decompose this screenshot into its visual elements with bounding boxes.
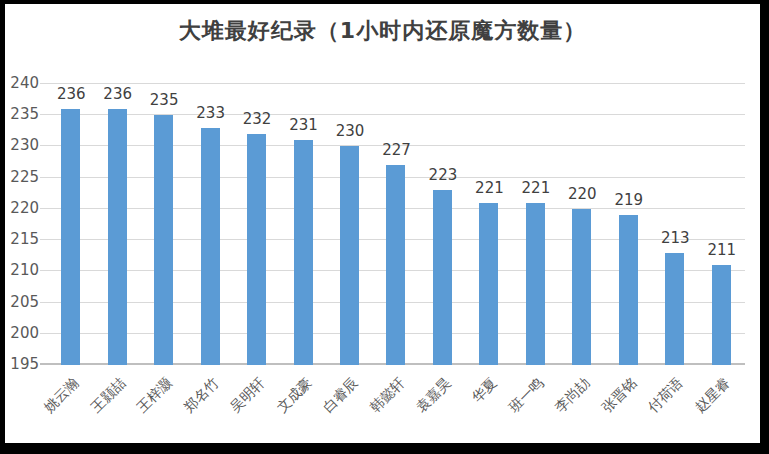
- bar-slot: 235: [141, 84, 187, 365]
- x-tick-label: 赵星睿: [692, 375, 732, 415]
- bar-白睿辰: [340, 146, 359, 365]
- x-tick-label: 王梓灏: [134, 375, 174, 415]
- y-tick-label: 215: [5, 232, 39, 247]
- x-tick-label: 姚云瀚: [42, 375, 82, 415]
- bar-slot: 231: [280, 84, 326, 365]
- y-tick-label: 200: [5, 326, 39, 341]
- x-tick-label: 张晋铭: [599, 375, 639, 415]
- value-label: 221: [475, 181, 504, 196]
- value-label: 236: [57, 87, 86, 102]
- bar-赵星睿: [712, 265, 731, 365]
- bar-姚云瀚: [61, 109, 80, 365]
- x-tick-label: 韩懿轩: [367, 375, 407, 415]
- chart-title: 大堆最好纪录（1小时内还原魔方数量）: [5, 16, 760, 46]
- bar-slot: 233: [187, 84, 233, 365]
- bar-slot: 232: [234, 84, 280, 365]
- x-tick-label: 袁嘉昊: [413, 375, 453, 415]
- bar-华夏: [479, 203, 498, 365]
- bar-slot: 221: [513, 84, 559, 365]
- bar-张晋铭: [619, 215, 638, 365]
- bar-付荷语: [665, 253, 684, 365]
- bar-王颢喆: [108, 109, 127, 365]
- x-tick-label: 班一鸣: [506, 375, 546, 415]
- bar-slot: 236: [94, 84, 140, 365]
- bar-slot: 219: [606, 84, 652, 365]
- value-label: 230: [336, 124, 365, 139]
- bar-袁嘉昊: [433, 190, 452, 365]
- y-tick-label: 235: [5, 107, 39, 122]
- y-tick-label: 230: [5, 138, 39, 153]
- value-label: 211: [707, 243, 736, 258]
- plot-area: 236 236 235 233 232 231 230 227 223 221 221 220 219 2…: [48, 84, 745, 365]
- x-tick-label: 李尚劼: [553, 375, 593, 415]
- bar-郑名竹: [201, 128, 220, 365]
- y-tick-label: 220: [5, 201, 39, 216]
- chart-canvas: 大堆最好纪录（1小时内还原魔方数量） 195 200 205 210 215 220 225…: [5, 4, 760, 443]
- x-tick-label: 郑名竹: [181, 375, 221, 415]
- value-label: 232: [243, 112, 272, 127]
- chart-window: 大堆最好纪录（1小时内还原魔方数量） 195 200 205 210 215 220 225…: [0, 0, 769, 454]
- y-tick-label: 225: [5, 170, 39, 185]
- value-label: 220: [568, 187, 597, 202]
- bar-韩懿轩: [386, 165, 405, 365]
- value-label: 235: [150, 93, 179, 108]
- value-label: 233: [196, 106, 225, 121]
- y-tick-label: 210: [5, 263, 39, 278]
- bar-班一鸣: [526, 203, 545, 365]
- y-tick-label: 195: [5, 357, 39, 372]
- x-tick-label: 白睿辰: [320, 375, 360, 415]
- value-label: 213: [661, 231, 690, 246]
- value-label: 227: [382, 143, 411, 158]
- bar-slot: 223: [420, 84, 466, 365]
- value-label: 236: [103, 87, 132, 102]
- bar-王梓灏: [154, 115, 173, 365]
- y-tick-label: 240: [5, 76, 39, 91]
- bar-吴明轩: [247, 134, 266, 365]
- x-tick-label: 付荷语: [646, 375, 686, 415]
- value-label: 231: [289, 118, 318, 133]
- bar-slot: 213: [652, 84, 698, 365]
- bar-slot: 227: [373, 84, 419, 365]
- bar-slot: 230: [327, 84, 373, 365]
- bar-slot: 220: [559, 84, 605, 365]
- bar-slot: 221: [466, 84, 512, 365]
- x-axis: 姚云瀚王颢喆王梓灏郑名竹吴明轩文成豪白睿辰韩懿轩袁嘉昊华夏班一鸣李尚劼张晋铭付荷…: [48, 365, 745, 443]
- bar-文成豪: [294, 140, 313, 365]
- value-label: 219: [614, 193, 643, 208]
- x-tick-label: 文成豪: [274, 375, 314, 415]
- value-label: 221: [522, 181, 551, 196]
- bar-slot: 211: [699, 84, 745, 365]
- x-tick-label: 吴明轩: [227, 375, 267, 415]
- bar-李尚劼: [572, 209, 591, 365]
- y-tick-label: 205: [5, 295, 39, 310]
- y-axis: 195200205210215220225230235240: [5, 84, 39, 365]
- x-tick-label: 华夏: [470, 375, 500, 405]
- bar-slot: 236: [48, 84, 94, 365]
- value-label: 223: [429, 168, 458, 183]
- x-tick-label: 王颢喆: [88, 375, 128, 415]
